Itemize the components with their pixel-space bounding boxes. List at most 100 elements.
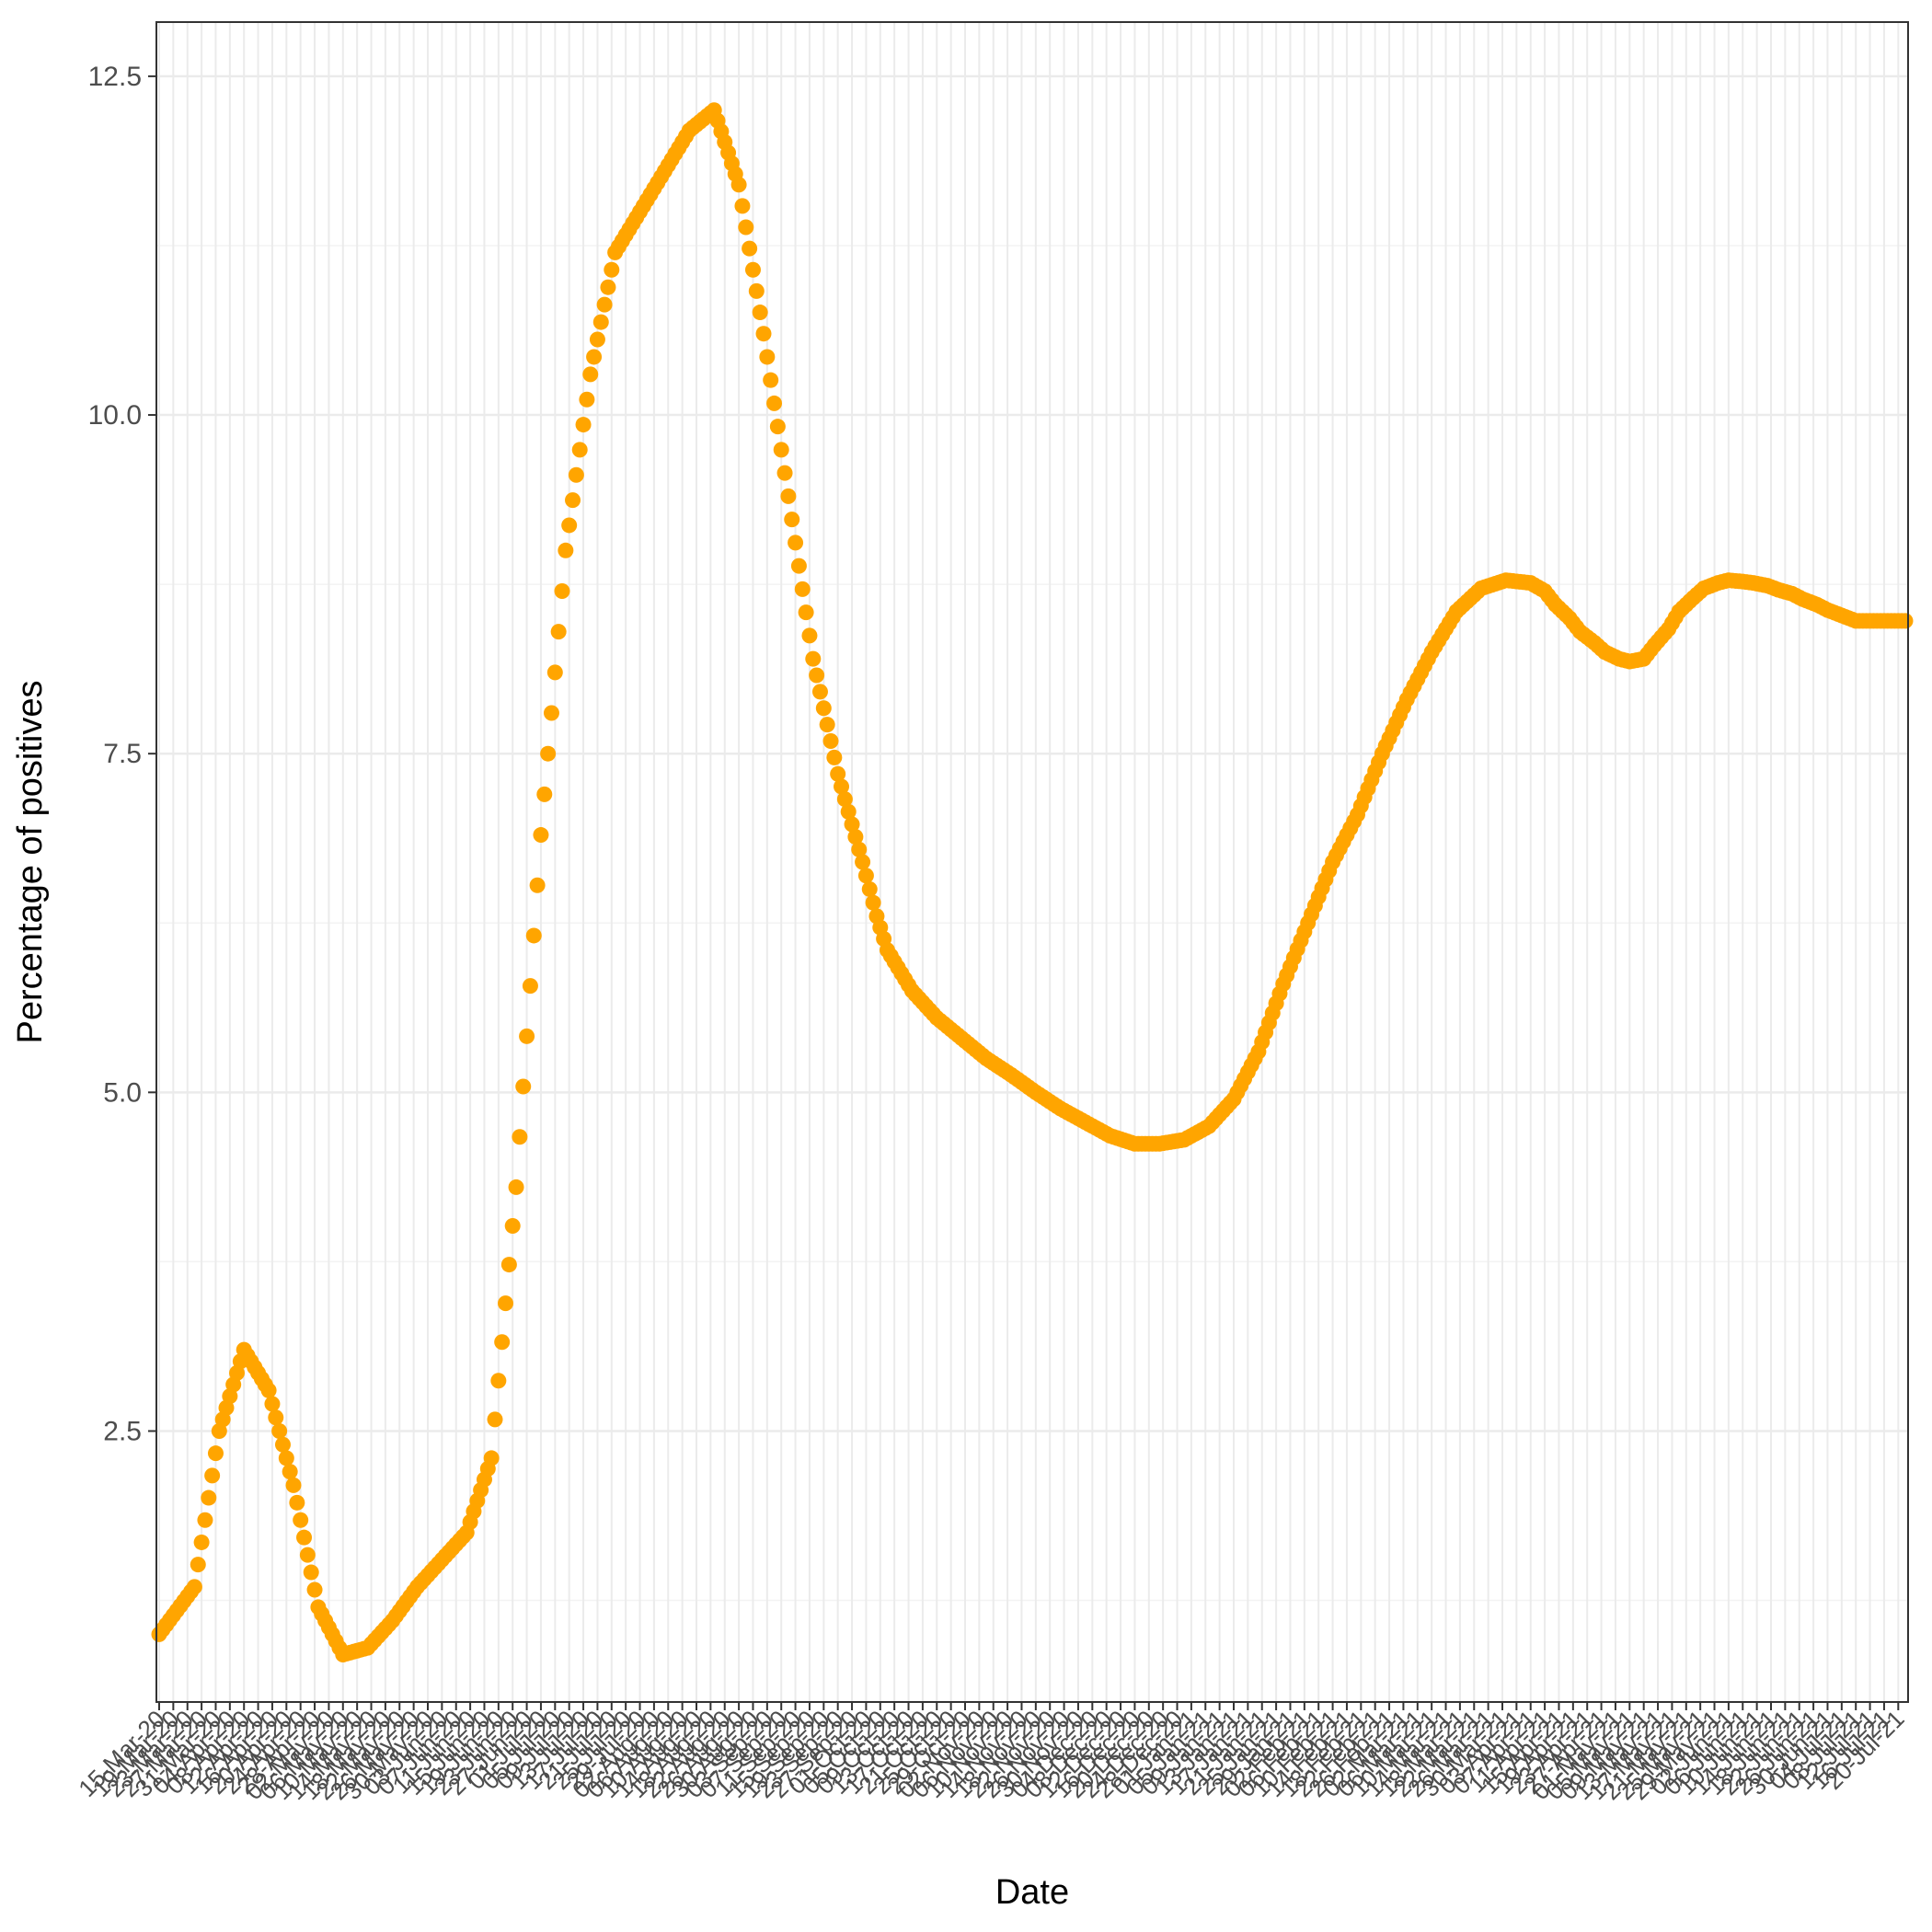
data-point [798, 604, 814, 621]
data-point [805, 650, 822, 667]
data-point [592, 314, 609, 330]
data-point [586, 349, 603, 365]
data-point [299, 1547, 316, 1563]
data-point [529, 877, 546, 893]
data-point [508, 1179, 524, 1195]
data-point [498, 1295, 514, 1312]
data-point [260, 1382, 277, 1398]
data-point [571, 442, 588, 458]
data-point [790, 558, 807, 574]
data-point [596, 296, 613, 313]
data-point [844, 816, 860, 833]
data-point [278, 1450, 294, 1466]
data-point [582, 366, 599, 383]
data-point [565, 492, 581, 509]
data-point [190, 1557, 206, 1573]
data-point [268, 1409, 284, 1426]
data-point [784, 512, 800, 528]
data-point [847, 829, 864, 845]
data-point [579, 391, 595, 408]
data-point [742, 240, 758, 257]
data-point [512, 1129, 528, 1145]
data-point [730, 177, 747, 193]
data-point [274, 1436, 291, 1453]
y-tick-label: 7.5 [103, 739, 142, 769]
data-point [604, 261, 620, 278]
data-point [788, 535, 804, 551]
y-tick-label: 10.0 [88, 400, 142, 431]
x-axis: 15-Mar-2019-Mar-2023-Mar-2027-Mar-2031-M… [73, 1702, 1910, 1805]
data-point [546, 664, 563, 681]
data-point [550, 624, 567, 640]
data-point [851, 841, 868, 857]
data-point [773, 442, 789, 458]
data-point [494, 1334, 511, 1351]
data-point [836, 791, 853, 808]
data-point [830, 765, 846, 782]
data-point [840, 803, 857, 820]
data-point [204, 1467, 221, 1484]
y-axis-title: Percentage of positives [11, 680, 50, 1043]
plot-background [156, 22, 1908, 1702]
data-point [197, 1512, 213, 1528]
data-point [282, 1464, 298, 1480]
data-point [780, 488, 797, 504]
data-point [1897, 613, 1914, 629]
data-point [855, 854, 871, 870]
y-tick-label: 12.5 [88, 62, 142, 92]
data-point [303, 1564, 319, 1581]
data-point [285, 1477, 302, 1493]
data-point [554, 582, 570, 599]
data-point [575, 417, 592, 433]
data-point [306, 1581, 323, 1598]
data-point [540, 745, 557, 762]
data-point [861, 880, 878, 897]
data-point [561, 517, 578, 534]
data-point [289, 1494, 305, 1511]
data-point [522, 978, 538, 995]
data-point [293, 1512, 309, 1528]
data-point [769, 419, 786, 435]
plot-border [155, 21, 1909, 1703]
data-point [857, 868, 874, 884]
data-point [271, 1422, 288, 1439]
data-point [558, 542, 574, 558]
data-point [794, 581, 811, 597]
data-point [819, 717, 835, 733]
data-point [826, 749, 843, 765]
data-point [483, 1450, 500, 1466]
data-point [296, 1529, 313, 1546]
data-point [801, 627, 818, 644]
data-point [568, 466, 584, 483]
data-point [543, 705, 559, 721]
y-tick-label: 5.0 [103, 1077, 142, 1108]
data-point [755, 326, 772, 342]
data-point [834, 778, 850, 795]
x-axis-title: Date [995, 1873, 1069, 1912]
data-point [752, 305, 768, 321]
data-point [763, 372, 779, 388]
data-point [759, 349, 776, 365]
data-point [500, 1257, 517, 1273]
data-point [525, 927, 542, 944]
data-point [865, 894, 881, 911]
data-point [776, 465, 793, 481]
data-point [815, 700, 832, 717]
data-point [738, 219, 754, 236]
data-point [822, 733, 839, 750]
data-point [589, 331, 605, 348]
data-point [744, 261, 761, 278]
data-point [734, 198, 751, 214]
data-points [151, 102, 1914, 1662]
data-point [536, 786, 553, 802]
data-point [811, 684, 828, 700]
y-axis: 2.5 5.0 7.5 10.0 12.5 [88, 62, 156, 1446]
data-point [600, 279, 616, 295]
data-point [207, 1445, 224, 1462]
y-tick-label: 2.5 [103, 1416, 142, 1446]
data-point [490, 1373, 507, 1389]
data-point [487, 1411, 503, 1428]
data-point [201, 1489, 217, 1506]
grid-major-y [156, 75, 1908, 1432]
